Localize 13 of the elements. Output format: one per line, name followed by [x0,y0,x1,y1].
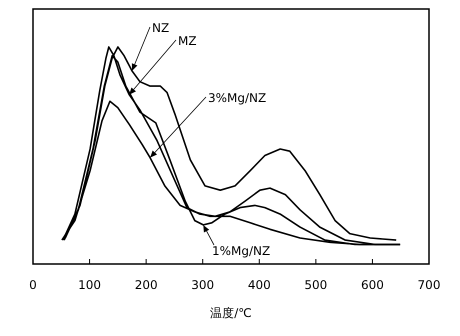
x-tick-label: 700 [418,278,440,292]
x-tick-label: 400 [248,278,271,292]
text: NZ [152,21,170,35]
x-tick-label: 600 [360,278,384,292]
x-tick-label: 0 [29,278,37,292]
x-tick-label: 300 [191,278,214,292]
x-tick-label: 100 [78,278,102,292]
x-tick-label: 200 [134,278,158,292]
text: MZ [178,34,197,48]
x-axis-title: 温度/℃ [210,306,252,320]
text: 3%Mg/NZ [208,91,266,105]
legend-label: 1%Mg/NZ [212,244,270,258]
x-tick-label: 500 [304,278,328,292]
